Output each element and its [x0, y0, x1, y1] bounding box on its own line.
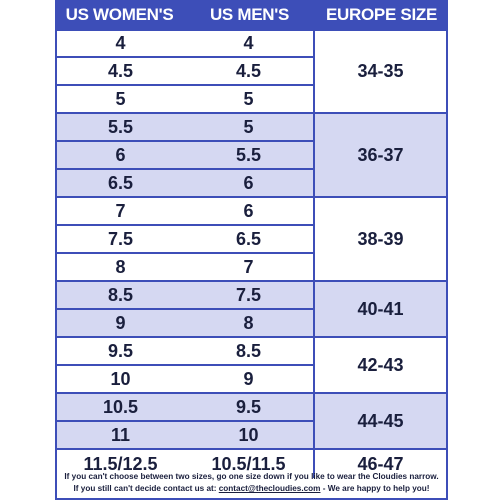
europe-size-cell: 42-43 [315, 338, 446, 394]
us-womens-size-cell: 10 [57, 366, 186, 394]
us-mens-size-cell: 9.5 [184, 394, 315, 422]
us-mens-size-cell: 6.5 [184, 226, 315, 254]
footer-line-2-prefix: If you still can't decide contact us at: [73, 484, 219, 493]
us-womens-size-cell: 8.5 [57, 282, 186, 310]
us-mens-size-cell: 7 [184, 254, 315, 282]
us-mens-size-cell: 6 [184, 170, 315, 198]
footer-note: If you can't choose between two sizes, g… [55, 468, 448, 500]
us-womens-size-cell: 6.5 [57, 170, 186, 198]
europe-size-cell: 38-39 [315, 198, 446, 282]
europe-size-cell: 46-47 [315, 450, 446, 478]
us-womens-size-cell: 5.5 [57, 114, 186, 142]
us-mens-size-cell: 8 [184, 310, 315, 338]
us-womens-size-cell: 9.5 [57, 338, 186, 366]
header-us-womens: US WOMEN'S [65, 4, 174, 24]
europe-size-cell: 36-37 [315, 114, 446, 198]
us-womens-size-cell: 11.5/12.5 [57, 450, 186, 478]
us-womens-size-cell: 6 [57, 142, 186, 170]
europe-size-cell: 34-35 [315, 31, 446, 114]
size-chart: US WOMEN'S US MEN'S EUROPE SIZE 34-35 36-… [55, 0, 448, 500]
footer-line-2: If you still can't decide contact us at:… [73, 483, 429, 495]
us-mens-size-cell: 10 [184, 422, 315, 450]
header-europe-size: EUROPE SIZE [325, 4, 437, 24]
contact-email-link[interactable]: contact@thecloudies.com [218, 484, 321, 493]
footer-line-2-suffix: - We are happy to help you! [320, 484, 430, 493]
us-womens-size-cell: 5 [57, 86, 186, 114]
us-womens-size-cell: 4.5 [57, 58, 186, 86]
us-womens-size-cell: 4 [57, 31, 186, 58]
us-womens-size-cell: 11 [57, 422, 186, 450]
us-mens-size-cell: 6 [184, 198, 315, 226]
us-mens-size-cell: 5 [184, 86, 315, 114]
us-mens-size-cell: 5.5 [184, 142, 315, 170]
us-mens-size-cell: 4.5 [184, 58, 315, 86]
us-womens-size-cell: 10.5 [57, 394, 186, 422]
europe-size-cell: 44-45 [315, 394, 446, 450]
us-mens-size-cell: 8.5 [184, 338, 315, 366]
us-mens-size-cell: 10.5/11.5 [184, 450, 315, 478]
us-mens-size-cell: 7.5 [184, 282, 315, 310]
us-womens-size-cell: 9 [57, 310, 186, 338]
us-womens-size-cell: 7.5 [57, 226, 186, 254]
us-womens-size-cell: 8 [57, 254, 186, 282]
table-header: US WOMEN'S US MEN'S EUROPE SIZE [55, 0, 448, 29]
us-mens-size-cell: 5 [184, 114, 315, 142]
us-mens-size-cell: 4 [184, 31, 315, 58]
footer-line-1: If you can't choose between two sizes, g… [64, 472, 439, 481]
header-us-mens: US MEN'S [209, 4, 290, 24]
size-table: 34-35 36-37 38-39 40-41 42-43 44-45 46-47 4 4 4.5… [55, 29, 448, 478]
us-womens-size-cell: 7 [57, 198, 186, 226]
us-mens-size-cell: 9 [184, 366, 315, 394]
europe-size-cell: 40-41 [315, 282, 446, 338]
